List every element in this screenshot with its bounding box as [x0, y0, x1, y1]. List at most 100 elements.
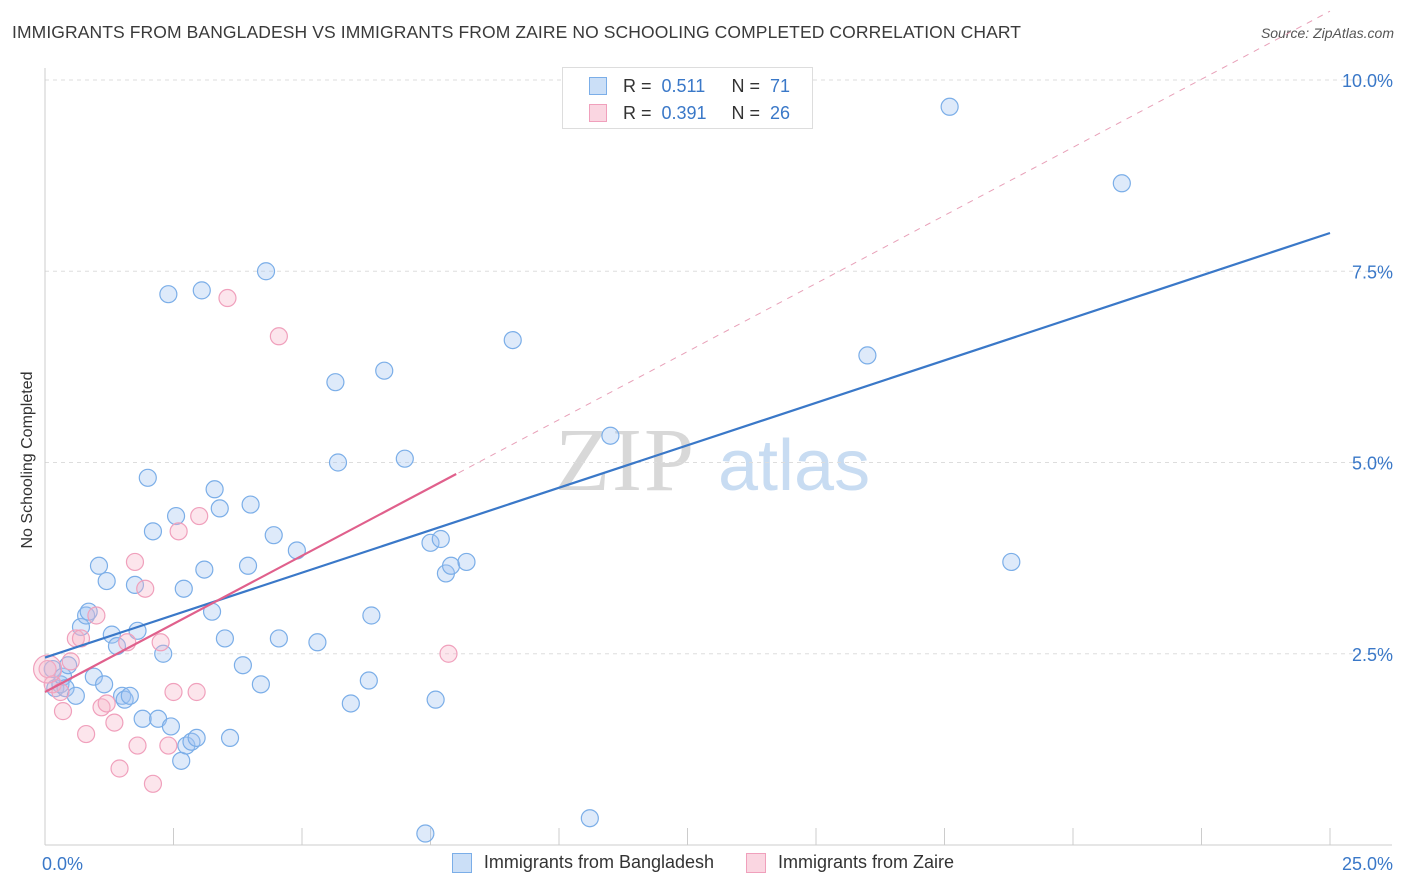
point-bangladesh [421, 533, 440, 552]
point-bangladesh [238, 556, 258, 575]
point-zaire [190, 506, 209, 526]
point-bangladesh [166, 506, 186, 526]
point-bangladesh [1002, 552, 1021, 572]
series-legend-zaire: Immigrants from Zaire [746, 852, 954, 873]
trend-line-bangladesh [44, 231, 1331, 659]
point-bangladesh [133, 709, 152, 728]
point-bangladesh [308, 633, 327, 652]
point-zaire [151, 633, 170, 652]
x-tick-label: 25.0% [1342, 854, 1393, 874]
source-label: Source: ZipAtlas.com [1260, 25, 1394, 41]
y-tick-label: 7.5% [1352, 262, 1393, 282]
point-bangladesh [580, 809, 599, 828]
legend-swatch-bangladesh [589, 77, 607, 95]
point-bangladesh [395, 449, 414, 468]
legend-n-value: 26 [770, 102, 791, 123]
point-bangladesh [416, 824, 435, 843]
point-bangladesh [341, 694, 360, 713]
point-zaire [105, 713, 124, 732]
series-name-zaire: Immigrants from Zaire [778, 852, 955, 872]
stats-legend: R = 0.511 N = 71 R = 0.391 N = 26 [562, 67, 813, 129]
point-bangladesh [359, 671, 378, 690]
point-zaire [169, 522, 188, 541]
legend-row-bangladesh: R = 0.511 N = 71 [589, 74, 790, 98]
point-bangladesh [89, 556, 109, 575]
watermark-atlas: atlas [718, 426, 870, 506]
point-zaire [159, 736, 178, 755]
point-bangladesh [195, 560, 214, 579]
legend-n-label: N = [731, 75, 761, 96]
point-bangladesh [431, 529, 450, 549]
point-bangladesh [858, 346, 877, 365]
y-tick-label: 10.0% [1342, 71, 1393, 91]
point-bangladesh [269, 629, 288, 648]
point-bangladesh [326, 373, 345, 392]
y-axis-label: No Schooling Completed [19, 371, 36, 549]
x-tick-label: 0.0% [42, 854, 83, 874]
series-swatch-zaire [746, 852, 767, 873]
legend-n-value: 71 [770, 75, 791, 96]
point-bangladesh [210, 499, 229, 518]
point-bangladesh [264, 526, 283, 545]
point-bangladesh [187, 728, 206, 748]
point-bangladesh [205, 480, 224, 499]
point-bangladesh [172, 751, 191, 770]
point-zaire [53, 702, 73, 721]
point-zaire [218, 288, 237, 308]
legend-swatch-zaire [589, 104, 607, 122]
point-zaire [269, 327, 288, 346]
legend-r-value: 0.391 [661, 102, 707, 123]
point-bangladesh [457, 552, 476, 572]
point-bangladesh [375, 361, 394, 380]
watermark-zip: ZIP [555, 411, 696, 510]
point-zaire [187, 682, 206, 702]
point-zaire [32, 654, 63, 684]
point-bangladesh [220, 728, 240, 748]
series-legend-bangladesh: Immigrants from Bangladesh [451, 852, 714, 873]
point-zaire [143, 774, 163, 793]
point-zaire [125, 552, 145, 572]
point-zaire [87, 606, 106, 625]
point-bangladesh [192, 281, 211, 300]
legend-row-zaire: R = 0.391 N = 26 [589, 101, 790, 125]
point-zaire [110, 759, 129, 778]
point-bangladesh [215, 629, 234, 648]
point-bangladesh [328, 453, 348, 472]
point-bangladesh [97, 571, 116, 591]
point-zaire [97, 694, 116, 713]
series-legend: Immigrants from Bangladesh Immigrants fr… [0, 852, 1406, 873]
point-bangladesh [503, 331, 522, 350]
point-bangladesh [601, 426, 620, 445]
y-tick-label: 2.5% [1352, 645, 1393, 665]
point-zaire [128, 736, 147, 755]
point-bangladesh [251, 675, 270, 694]
point-bangladesh [125, 575, 145, 595]
legend-n-label: N = [731, 102, 761, 123]
point-bangladesh [161, 717, 181, 736]
point-bangladesh [159, 285, 178, 304]
point-bangladesh [95, 675, 114, 694]
point-bangladesh [940, 97, 959, 116]
point-bangladesh [233, 656, 252, 675]
point-bangladesh [441, 556, 461, 575]
legend-r-label: R = [623, 75, 652, 96]
legend-r-value: 0.511 [661, 75, 706, 96]
point-bangladesh [1112, 174, 1131, 193]
point-bangladesh [241, 495, 260, 514]
point-bangladesh [66, 686, 85, 705]
point-zaire [71, 629, 91, 648]
point-zaire [61, 652, 80, 671]
legend-r-label: R = [623, 102, 652, 123]
point-bangladesh [138, 468, 157, 487]
point-bangladesh [256, 262, 276, 281]
chart-title: IMMIGRANTS FROM BANGLADESH VS IMMIGRANTS… [12, 22, 1022, 42]
series-swatch-bangladesh [451, 852, 472, 873]
point-bangladesh [120, 686, 139, 705]
point-bangladesh [84, 667, 103, 686]
point-zaire [77, 724, 96, 744]
point-bangladesh [426, 690, 445, 709]
point-zaire [136, 579, 155, 598]
point-bangladesh [143, 522, 163, 541]
point-bangladesh [362, 606, 381, 625]
